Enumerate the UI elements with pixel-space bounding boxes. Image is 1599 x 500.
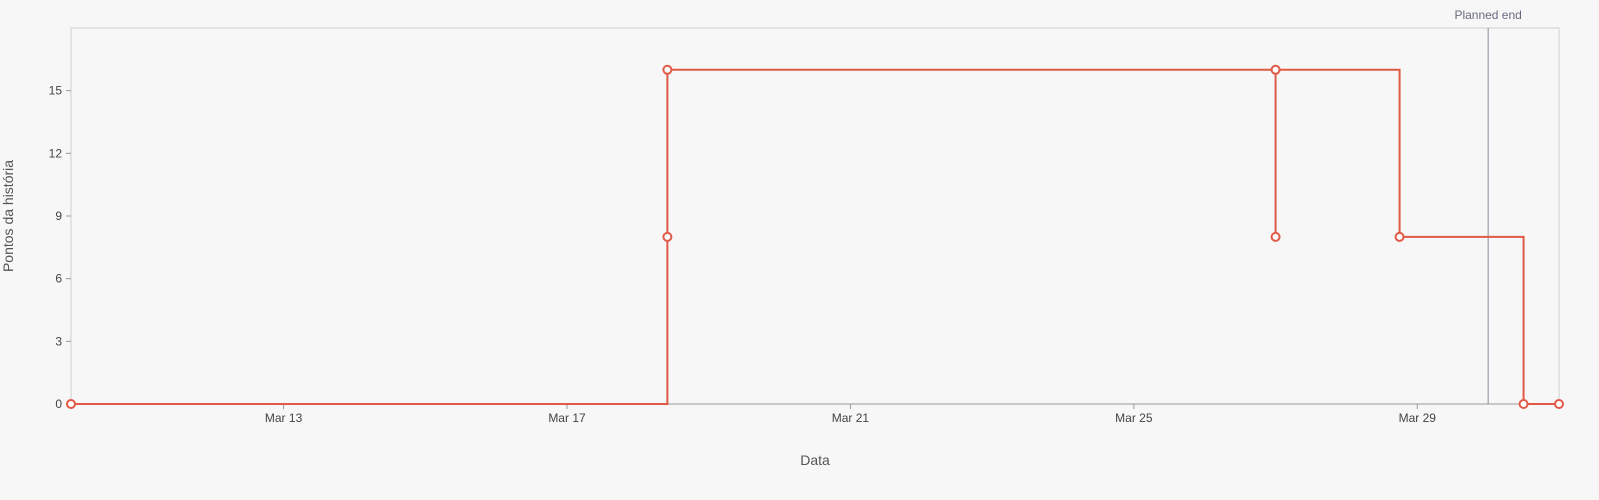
y-tick-label: 0 (55, 397, 62, 411)
x-axis-title: Data (800, 452, 830, 468)
y-tick-label: 3 (55, 334, 62, 348)
planned-end-label: Planned end (1454, 8, 1521, 22)
x-axis-ticks: Mar 13 Mar 17 Mar 21 Mar 25 Mar 29 (265, 404, 1436, 425)
annotations-layer: Planned end (1454, 8, 1522, 404)
data-point-marker (662, 231, 673, 242)
data-point-marker (1394, 231, 1405, 242)
x-tick-label: Mar 17 (548, 411, 586, 425)
x-tick-label: Mar 29 (1399, 411, 1437, 425)
data-point-marker (662, 64, 673, 75)
data-point-marker (1270, 231, 1281, 242)
x-tick-label: Mar 25 (1115, 411, 1153, 425)
plot-area-frame (70, 27, 1560, 405)
x-tick-label: Mar 21 (832, 411, 870, 425)
y-tick-label: 6 (55, 272, 62, 286)
x-tick-label: Mar 13 (265, 411, 303, 425)
data-point-marker (1270, 64, 1281, 75)
series-line (71, 68, 1559, 405)
y-tick-label: 12 (49, 146, 63, 160)
series-layer (66, 64, 1564, 409)
y-tick-label: 9 (55, 209, 62, 223)
y-axis-title: Pontos da história (0, 160, 16, 272)
y-tick-label: 15 (49, 84, 63, 98)
data-point-marker (1554, 399, 1564, 409)
data-point-marker (66, 399, 76, 409)
data-point-marker (1518, 399, 1529, 409)
y-axis-ticks: 0 3 6 9 12 15 (49, 84, 71, 411)
